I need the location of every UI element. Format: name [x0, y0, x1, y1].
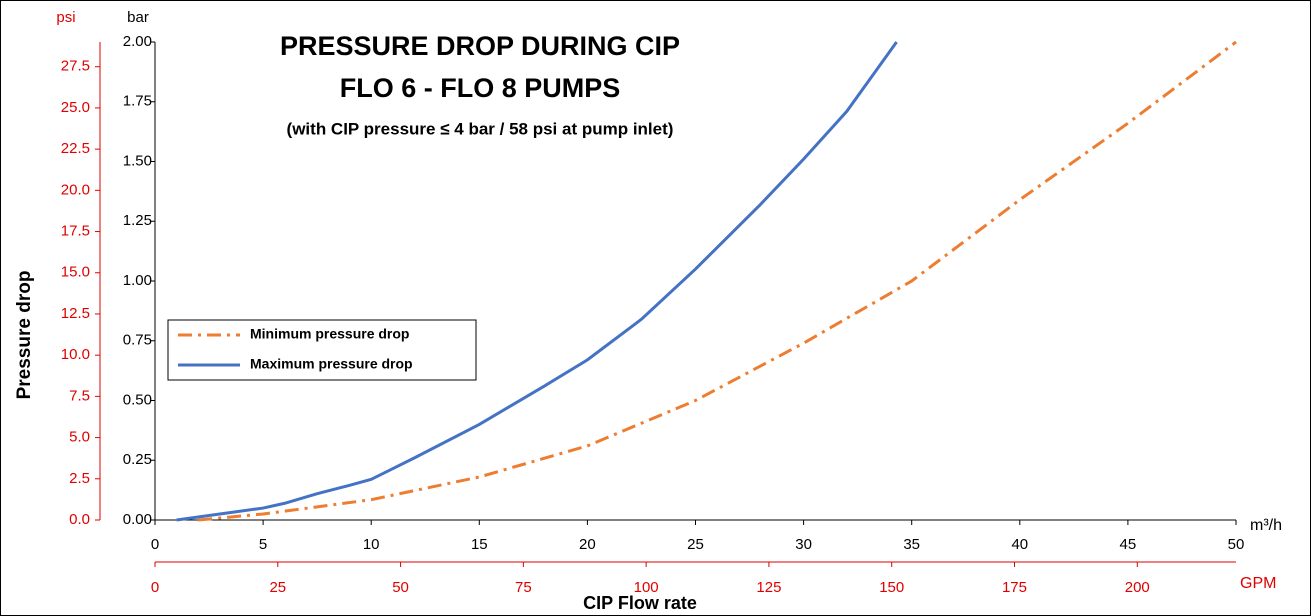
x-tick-label: 40 [1011, 536, 1028, 553]
y-tick-label: 1.50 [123, 152, 152, 169]
y-tick-label: 0.75 [123, 332, 152, 349]
x-tick-label: 5 [259, 536, 267, 553]
x2-unit: GPM [1240, 575, 1276, 592]
series-line [176, 41, 898, 522]
x-axis-title: CIP Flow rate [583, 593, 697, 613]
legend-label: Minimum pressure drop [250, 326, 409, 342]
x-tick-label: 35 [903, 536, 920, 553]
y-tick-label: 1.75 [123, 93, 152, 110]
y-tick-label: 0.50 [123, 391, 152, 408]
x-tick-label: 20 [579, 536, 596, 553]
x-tick-label: 0 [151, 536, 159, 553]
y2-tick-label: 5.0 [69, 429, 90, 446]
series-line [198, 40, 1237, 522]
x2-tick-label: 50 [392, 579, 409, 596]
legend-box [167, 319, 477, 381]
y2-tick-label: 22.5 [61, 140, 90, 157]
chart-subtitle: (with CIP pressure ≤ 4 bar / 58 psi at p… [287, 119, 674, 138]
x2-tick-label: 175 [1002, 579, 1027, 596]
y-axis-title: Pressure drop [14, 271, 35, 400]
x-tick-label: 45 [1120, 536, 1137, 553]
x-tick-label: 30 [795, 536, 812, 553]
y2-tick-label: 10.0 [61, 346, 90, 363]
x2-tick-label: 150 [879, 579, 904, 596]
chart-title: PRESSURE DROP DURING CIP [280, 31, 680, 61]
x2-tick-label: 0 [151, 579, 159, 596]
x-tick-label: 25 [687, 536, 704, 553]
x2-tick-label: 100 [634, 579, 659, 596]
y2-tick-label: 0.0 [69, 511, 90, 528]
chart-title-line2: FLO 6 - FLO 8 PUMPS [340, 73, 621, 103]
y-tick-label: 2.00 [123, 33, 152, 50]
y-tick-label: 1.00 [123, 272, 152, 289]
x-tick-label: 50 [1228, 536, 1245, 553]
y2-unit: psi [56, 9, 75, 26]
x-tick-label: 15 [471, 536, 488, 553]
y2-tick-label: 20.0 [61, 181, 90, 198]
y-tick-label: 1.25 [123, 212, 152, 229]
y-tick-label: 0.25 [123, 451, 152, 468]
y-tick-label: 0.00 [123, 511, 152, 528]
y2-tick-label: 2.5 [69, 470, 90, 487]
y2-tick-label: 25.0 [61, 99, 90, 116]
x-tick-label: 10 [363, 536, 380, 553]
x2-tick-label: 200 [1125, 579, 1150, 596]
x2-tick-label: 125 [756, 579, 781, 596]
y2-tick-label: 17.5 [61, 223, 90, 240]
y2-tick-label: 7.5 [69, 387, 90, 404]
y-unit: bar [127, 9, 149, 26]
y2-tick-label: 27.5 [61, 58, 90, 75]
legend-label: Maximum pressure drop [250, 356, 413, 372]
y2-tick-label: 15.0 [61, 264, 90, 281]
y2-tick-label: 12.5 [61, 305, 90, 322]
x2-tick-label: 75 [515, 579, 532, 596]
x2-tick-label: 25 [269, 579, 286, 596]
x-unit: m³/h [1250, 517, 1282, 534]
